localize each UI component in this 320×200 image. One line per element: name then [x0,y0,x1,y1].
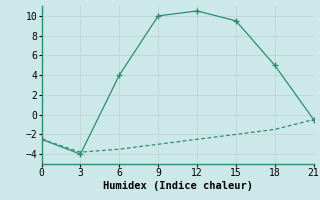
X-axis label: Humidex (Indice chaleur): Humidex (Indice chaleur) [103,181,252,191]
